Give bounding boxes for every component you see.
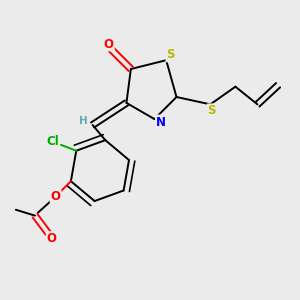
- Text: S: S: [167, 48, 175, 62]
- Text: Cl: Cl: [46, 135, 59, 148]
- Text: O: O: [104, 38, 114, 50]
- Text: H: H: [80, 116, 88, 126]
- Text: N: N: [156, 116, 166, 128]
- Text: O: O: [47, 232, 57, 245]
- Text: S: S: [208, 104, 216, 117]
- Text: O: O: [51, 190, 61, 203]
